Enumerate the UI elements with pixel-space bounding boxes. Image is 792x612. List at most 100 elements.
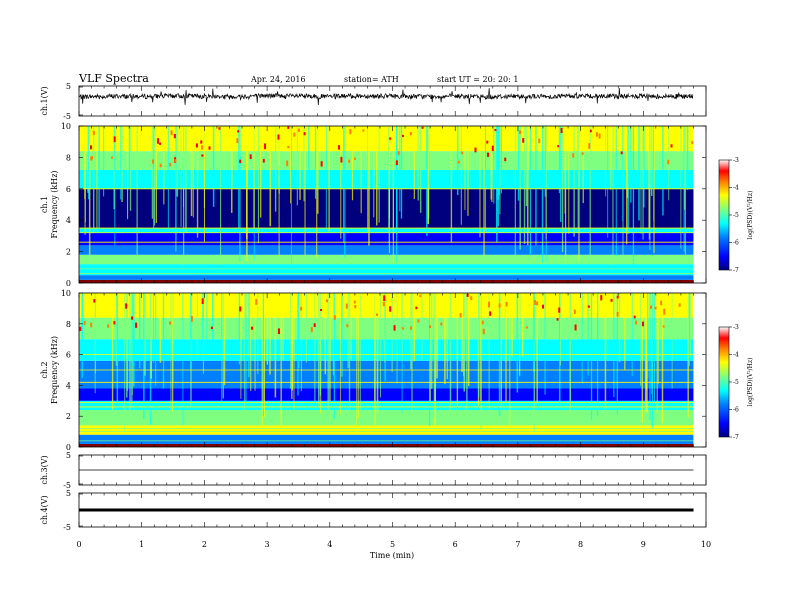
ch1-hotspot xyxy=(173,134,176,139)
ch1-hotspot xyxy=(670,144,673,148)
ch2-hotspot xyxy=(633,315,636,319)
ch2-band xyxy=(79,339,694,361)
ch2-hotspot xyxy=(113,321,116,325)
ch1-y-tick-label: 0 xyxy=(66,279,71,288)
ch1-hotspot xyxy=(620,151,623,155)
ch1-hotspot xyxy=(303,132,306,136)
ch1-hotspot xyxy=(169,162,172,167)
ch1-band xyxy=(79,245,694,255)
ch1-hotspot xyxy=(170,130,173,136)
ch2-colorbar-tick-label: -5 xyxy=(733,379,739,386)
ch1-hotspot xyxy=(200,140,203,144)
ch2-hotspot xyxy=(313,323,316,327)
ch1-band xyxy=(79,151,694,170)
ch2-hotspot xyxy=(587,305,590,308)
ch1-hotspot xyxy=(362,129,365,132)
ch2-y-tick-label: 0 xyxy=(66,443,71,452)
ch2-hotspot xyxy=(678,303,681,307)
ch1-waveform-line xyxy=(78,88,694,106)
x-tick-label: 2 xyxy=(202,540,207,549)
ch1-hotspot xyxy=(201,154,204,157)
ch1-y-axis-label: ch.1(V) xyxy=(40,86,49,115)
ch2-hotspot xyxy=(536,301,539,306)
ch1-hotspot xyxy=(152,159,155,164)
ch2-hotspot xyxy=(409,326,412,330)
ch1-y-tick-label: 2 xyxy=(66,248,71,257)
ch1-hotspot xyxy=(208,146,211,150)
ch1-hotspot xyxy=(572,153,575,158)
station-label: station= ATH xyxy=(344,75,399,84)
ch1-colorbar-tick-label: -4 xyxy=(733,185,739,192)
ch2-colorbar-tick-label: -7 xyxy=(733,434,739,441)
ch2-hotspot xyxy=(616,295,619,299)
ch2-hotspot xyxy=(325,299,328,303)
ch2-band xyxy=(79,425,694,435)
ch1-colorbar-tick-label: -7 xyxy=(733,267,739,274)
ch2-hotspot xyxy=(654,306,657,310)
ch1-y-tick-label: 8 xyxy=(66,153,71,162)
ch1-hotspot xyxy=(338,145,341,150)
ch2-hotspot xyxy=(542,304,545,309)
ch2-hotspot xyxy=(93,299,96,303)
ch1-hotspot xyxy=(239,159,242,164)
x-tick-label: 3 xyxy=(265,540,270,549)
ch2-hotspot xyxy=(470,296,473,301)
x-tick-label: 8 xyxy=(578,540,583,549)
ch1-hotspot xyxy=(297,128,300,132)
y-tick-label: -5 xyxy=(63,112,71,121)
ch2-hotspot xyxy=(663,308,666,315)
ch1-band xyxy=(79,169,694,189)
ch1-hotspot xyxy=(320,161,323,167)
ch2-hotspot xyxy=(125,303,128,309)
ch2-hotspot xyxy=(300,306,303,311)
ch1-no-data-area xyxy=(694,126,706,283)
ch2-hotspot xyxy=(660,300,663,306)
ch2-hotspot xyxy=(382,301,385,307)
x-tick-label: 9 xyxy=(641,540,646,549)
ch2-hotspot xyxy=(505,301,508,307)
y-tick-label: -5 xyxy=(63,523,71,532)
ch1-hotspot xyxy=(286,160,289,167)
ch2-hotspot xyxy=(489,311,492,316)
ch2-hotspot xyxy=(573,309,576,314)
ch1-colorbar-tick-label: -5 xyxy=(733,212,739,219)
ch1-hotspot xyxy=(156,138,159,144)
ch2-hotspot xyxy=(556,318,559,321)
ch1-y-tick-label: 10 xyxy=(61,122,71,131)
ch1-band xyxy=(79,228,694,233)
ch2-hotspot xyxy=(417,319,420,323)
ch1-hotspot xyxy=(249,154,252,160)
ch1-hotspot xyxy=(92,130,95,136)
ch2-band xyxy=(79,388,694,401)
ch1-hotspot xyxy=(389,137,392,140)
ch2-hotspot xyxy=(190,315,193,322)
ch1-band xyxy=(79,126,694,152)
y-tick-label: 5 xyxy=(66,451,71,460)
ch2-colorbar-tick-label: -3 xyxy=(733,324,739,331)
ch2-hotspot xyxy=(346,324,349,328)
ch1-hotspot xyxy=(487,152,490,157)
ch1-hotspot xyxy=(522,138,525,143)
ch1-hotspot xyxy=(237,130,240,133)
ch2-colorbar xyxy=(718,326,730,438)
ch1-hotspot xyxy=(589,129,592,133)
ch2-band xyxy=(79,410,694,426)
ch2-hotspot xyxy=(525,326,528,329)
ch2-hotspot xyxy=(389,306,392,312)
ch1-y-tick-label: 6 xyxy=(66,185,71,194)
ch1-y-tick-label: 4 xyxy=(66,216,71,225)
ch1-hotspot xyxy=(349,128,352,135)
ch1-hotspot xyxy=(494,128,497,132)
ch2-frequency-label: Frequency (kHz) xyxy=(50,336,59,404)
ch2-hotspot xyxy=(354,304,357,309)
x-tick-label: 6 xyxy=(453,540,458,549)
ch1-hotspot xyxy=(111,156,114,159)
ch2-hotspot xyxy=(415,306,418,310)
ch2-hotspot xyxy=(319,308,322,312)
ch2-hotspot xyxy=(79,326,82,331)
ch1-hotspot xyxy=(397,151,400,156)
ch1-hotspot xyxy=(691,140,694,144)
ch2-hotspot xyxy=(393,325,396,331)
